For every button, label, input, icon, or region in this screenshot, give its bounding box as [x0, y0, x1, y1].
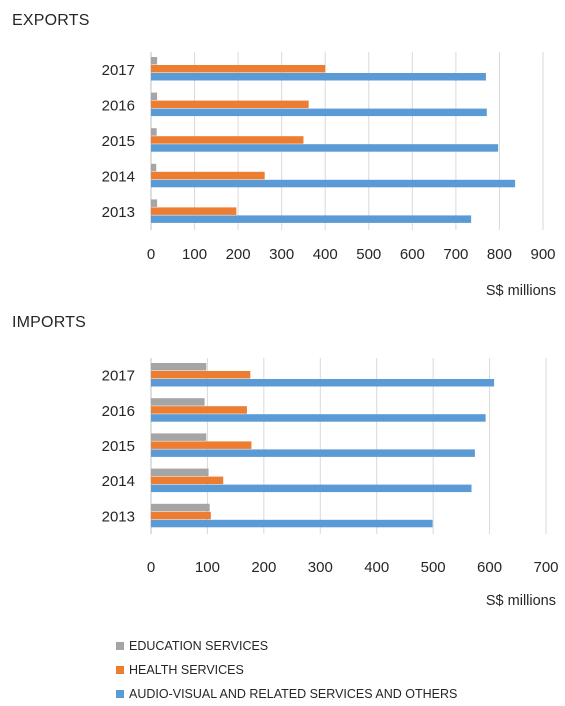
chart-legend: EDUCATION SERVICES HEALTH SERVICES AUDIO… [116, 634, 457, 706]
imports-bar-education [151, 503, 210, 512]
exports-bar-audiovisual [151, 108, 487, 117]
imports-bar-health [151, 511, 211, 520]
imports-bar-education [151, 433, 207, 441]
imports-bar-audiovisual [151, 484, 472, 493]
exports-chart-title: EXPORTS [12, 12, 90, 29]
exports-category-label: 2014 [102, 169, 135, 186]
imports-bar-audiovisual [151, 449, 475, 457]
exports-x-tick-label: 300 [269, 246, 294, 263]
exports-x-tick-label: 400 [313, 246, 338, 263]
imports-x-tick-label: 700 [533, 559, 558, 576]
exports-bar-audiovisual [151, 215, 472, 223]
imports-bar-audiovisual [151, 379, 495, 387]
exports-x-tick-label: 200 [226, 246, 251, 263]
imports-bar-health [151, 441, 252, 449]
exports-bar-education [151, 92, 158, 101]
exports-x-axis-label: S$ millions [486, 283, 556, 299]
exports-bar-health [151, 100, 309, 109]
imports-bar-audiovisual [151, 414, 486, 422]
exports-x-tick-label: 900 [530, 246, 555, 263]
exports-chart: 0 100 200 300 400 500 600 700 800 900 S$ millions 2… [102, 52, 556, 299]
exports-bar-audiovisual [151, 179, 516, 188]
legend-label-health: HEALTH SERVICES [129, 663, 244, 677]
imports-x-tick-label: 200 [251, 559, 276, 576]
exports-bar-health [151, 65, 326, 73]
exports-bar-health [151, 171, 265, 180]
exports-x-tick-label: 100 [182, 246, 207, 263]
imports-bar-education [151, 363, 207, 371]
imports-x-tick-label: 500 [421, 559, 446, 576]
exports-x-tick-label: 500 [356, 246, 381, 263]
exports-category-label: 2013 [102, 204, 135, 221]
imports-x-tick-label: 400 [364, 559, 389, 576]
exports-x-tick-label: 0 [147, 246, 155, 263]
exports-x-tick-label: 700 [443, 246, 468, 263]
legend-label-audiovisual: AUDIO-VISUAL AND RELATED SERVICES AND OT… [129, 687, 458, 701]
exports-x-tick-label: 800 [487, 246, 512, 263]
imports-bar-education [151, 468, 209, 477]
exports-bar-education [151, 128, 157, 136]
imports-bar-education [151, 398, 205, 406]
imports-x-tick-label: 600 [477, 559, 502, 576]
exports-x-tick-label: 600 [400, 246, 425, 263]
imports-bar-health [151, 476, 224, 485]
exports-bar-audiovisual [151, 73, 486, 81]
legend-item-health: HEALTH SERVICES [116, 658, 457, 682]
imports-category-label: 2016 [102, 403, 135, 420]
imports-chart-title: IMPORTS [12, 314, 87, 331]
legend-item-audiovisual: AUDIO-VISUAL AND RELATED SERVICES AND OT… [116, 682, 457, 706]
imports-category-label: 2017 [102, 368, 135, 385]
imports-bar-health [151, 406, 247, 414]
legend-item-education: EDUCATION SERVICES [116, 634, 457, 658]
imports-x-tick-label: 0 [147, 559, 155, 576]
exports-category-label: 2015 [102, 133, 135, 150]
imports-bar-health [151, 371, 251, 379]
imports-category-label: 2013 [102, 508, 135, 525]
exports-bar-health [151, 136, 304, 144]
exports-category-label: 2017 [102, 62, 135, 79]
imports-x-tick-label: 300 [308, 559, 333, 576]
exports-category-label: 2016 [102, 97, 135, 114]
legend-swatch-audiovisual [116, 690, 124, 698]
legend-swatch-education [116, 642, 124, 650]
exports-bar-education [151, 163, 157, 172]
exports-bar-education [151, 57, 158, 65]
exports-bar-audiovisual [151, 144, 499, 152]
exports-bar-education [151, 199, 158, 207]
legend-label-education: EDUCATION SERVICES [129, 639, 269, 653]
legend-swatch-health [116, 666, 124, 674]
imports-x-axis-label: S$ millions [486, 593, 556, 609]
imports-category-label: 2015 [102, 438, 135, 455]
exports-bar-health [151, 207, 237, 215]
imports-x-tick-label: 100 [195, 559, 220, 576]
imports-bar-audiovisual [151, 519, 433, 528]
imports-category-label: 2014 [102, 473, 135, 490]
imports-chart: 0 100 200 300 400 500 600 700 S$ millions 2017 201… [102, 358, 559, 609]
